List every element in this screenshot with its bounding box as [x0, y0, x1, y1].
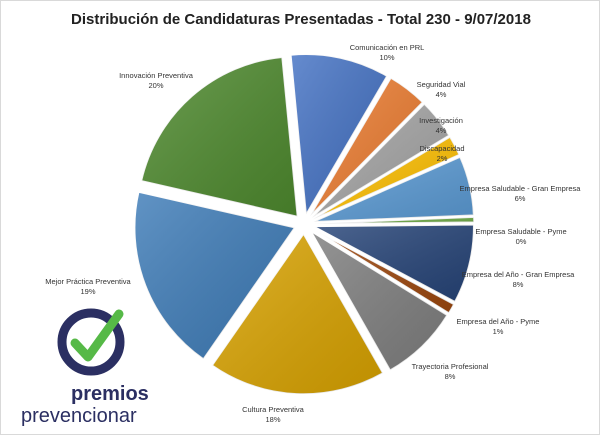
slice-label-seguridad-vial: Seguridad Vial — [417, 80, 466, 89]
pie-slice-shading — [313, 217, 474, 224]
pie-slice-shading — [310, 231, 448, 371]
slice-value-empresa-saludable-gran-empresa: 6% — [515, 194, 526, 203]
slice-value-mejor-practica-preventiva: 19% — [80, 287, 95, 296]
logo-text-premios: premios — [71, 383, 149, 405]
pie-slice-shading — [290, 54, 387, 215]
logo-text-prevencionar: prevencionar — [21, 405, 137, 427]
slice-value-cultura-preventiva: 18% — [265, 415, 280, 424]
pie-slice-shading — [312, 228, 454, 313]
slice-label-mejor-practica-preventiva: Mejor Práctica Preventiva — [45, 277, 131, 286]
slice-label-investigacion: Investigación — [419, 116, 463, 125]
slice-value-trayectoria-profesional: 8% — [445, 372, 456, 381]
slice-label-comunicacion-en-prl: Comunicación en PRL — [350, 43, 425, 52]
pie-slice-shading — [310, 77, 423, 217]
slice-value-seguridad-vial: 4% — [436, 90, 447, 99]
slice-value-empresa-saludable-pyme: 0% — [516, 237, 527, 246]
slice-label-empresa-del-ano-gran-empresa: Empresa del Año - Gran Empresa — [462, 270, 575, 279]
pie-slice-shading — [312, 136, 460, 220]
slice-label-trayectoria-profesional: Trayectoria Profesional — [412, 362, 489, 371]
pie-slice-shading — [313, 157, 474, 222]
slice-label-cultura-preventiva: Cultura Preventiva — [242, 405, 305, 414]
slice-value-innovacion-preventiva: 20% — [148, 81, 163, 90]
slice-label-discapacidad: Discapacidad — [419, 144, 464, 153]
logo-checkmark-icon — [70, 309, 124, 362]
slice-label-empresa-saludable-pyme: Empresa Saludable - Pyme — [475, 227, 566, 236]
pie-slice-shading — [313, 224, 474, 302]
slice-label-empresa-del-ano-pyme: Empresa del Año - Pyme — [457, 317, 540, 326]
logo-ring-icon — [57, 308, 125, 376]
slice-value-comunicacion-en-prl: 10% — [379, 53, 394, 62]
slice-label-empresa-saludable-gran-empresa: Empresa Saludable - Gran Empresa — [460, 184, 582, 193]
slice-value-investigacion: 4% — [436, 126, 447, 135]
pie-slice-shading — [311, 103, 449, 218]
pie-slices — [133, 53, 475, 395]
pie-slice-shading — [134, 192, 295, 359]
slice-value-empresa-del-ano-gran-empresa: 8% — [513, 280, 524, 289]
pie-slice-shading — [141, 57, 298, 217]
premios-prevencionar-logo: premios prevencionar — [21, 308, 149, 427]
slice-label-innovacion-preventiva: Innovación Preventiva — [119, 71, 194, 80]
slice-value-empresa-del-ano-pyme: 1% — [493, 327, 504, 336]
slice-value-discapacidad: 2% — [437, 154, 448, 163]
chart-title: Distribución de Candidaturas Presentadas… — [71, 11, 531, 28]
pie-slice-shading — [212, 233, 383, 394]
